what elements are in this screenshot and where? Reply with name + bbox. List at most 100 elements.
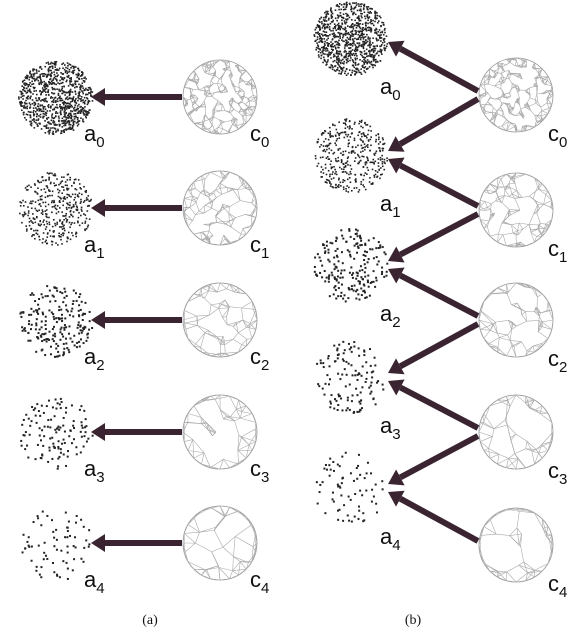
point <box>54 174 57 177</box>
point <box>39 77 42 79</box>
point <box>43 551 46 554</box>
point <box>42 232 45 234</box>
point <box>52 295 55 298</box>
point <box>30 228 32 230</box>
point <box>51 328 54 331</box>
point <box>340 168 343 170</box>
mesh-edge <box>192 195 198 199</box>
point <box>371 161 374 164</box>
point <box>63 77 66 79</box>
point <box>80 110 82 113</box>
mesh-edge <box>547 90 552 93</box>
mesh-edge <box>206 63 209 69</box>
point <box>345 74 348 76</box>
point <box>328 142 331 145</box>
point <box>21 109 23 112</box>
point <box>66 79 68 82</box>
point <box>52 340 55 343</box>
point <box>56 178 58 180</box>
mesh-edge <box>548 104 552 109</box>
point <box>81 426 84 429</box>
mesh-edge <box>238 104 242 109</box>
point <box>363 28 366 31</box>
arrow-head <box>91 199 105 217</box>
mesh-edge <box>227 189 234 193</box>
point <box>49 97 52 99</box>
point <box>348 151 350 154</box>
mesh-edge <box>205 193 211 196</box>
mesh-edge <box>216 282 221 293</box>
point <box>375 140 377 143</box>
mesh-edge <box>233 291 247 295</box>
point <box>44 99 47 102</box>
mesh-edge <box>229 351 239 357</box>
mesh-edge <box>508 106 511 110</box>
mesh-edge <box>232 326 239 333</box>
mesh-edge <box>508 121 516 125</box>
point <box>72 72 74 75</box>
point <box>87 89 90 91</box>
mesh-edge <box>242 226 253 229</box>
point <box>63 122 65 124</box>
point <box>384 31 386 34</box>
point <box>324 163 327 166</box>
mesh-edge <box>497 106 501 110</box>
point <box>65 308 68 311</box>
mesh-edge <box>230 120 233 125</box>
point <box>55 60 58 63</box>
point <box>69 337 72 340</box>
point <box>58 403 61 406</box>
point <box>56 75 59 78</box>
point <box>41 213 44 216</box>
point <box>19 90 22 93</box>
point <box>54 78 57 80</box>
point <box>72 71 75 74</box>
point <box>54 224 57 227</box>
point <box>49 81 52 84</box>
point <box>330 183 332 185</box>
point <box>72 420 75 423</box>
mesh-edge <box>206 230 210 237</box>
point <box>64 411 67 414</box>
arrow-head <box>388 136 405 152</box>
point <box>368 53 371 55</box>
point <box>63 68 66 71</box>
mesh-edge <box>182 207 186 211</box>
mesh-edge <box>189 202 197 208</box>
point <box>349 164 352 167</box>
point <box>324 130 327 133</box>
mesh-edge <box>213 112 215 118</box>
point <box>321 22 323 25</box>
point <box>36 336 39 339</box>
mesh-edge <box>224 338 234 342</box>
point <box>43 75 45 77</box>
mesh-edge <box>229 283 239 289</box>
point <box>69 176 72 179</box>
point <box>376 52 378 54</box>
point <box>66 551 69 554</box>
point <box>313 34 316 36</box>
point <box>351 7 353 10</box>
point <box>336 49 338 52</box>
point <box>33 90 35 92</box>
mesh-edge <box>223 416 231 420</box>
point <box>343 62 345 65</box>
mesh-edge <box>222 84 226 90</box>
point <box>45 340 48 343</box>
point <box>339 62 342 65</box>
point <box>18 98 20 100</box>
mesh-edge <box>235 101 239 105</box>
point <box>59 407 62 410</box>
mesh-edge <box>206 64 211 67</box>
point <box>71 106 73 108</box>
point <box>29 120 31 123</box>
point <box>369 46 371 49</box>
mesh-edge <box>222 206 230 208</box>
point <box>38 209 41 212</box>
point <box>32 213 34 215</box>
point <box>325 20 328 22</box>
mesh-edge <box>500 102 504 108</box>
mesh-edge <box>206 569 211 579</box>
mesh-edge <box>204 290 210 299</box>
mesh-edge <box>187 181 195 190</box>
